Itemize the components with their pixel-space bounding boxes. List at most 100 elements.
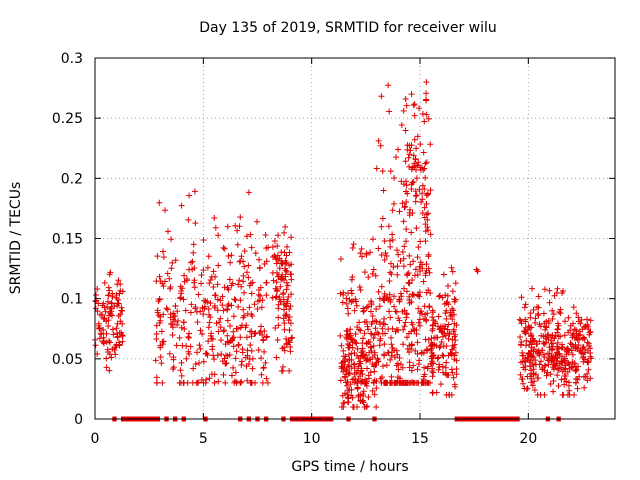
data-point xyxy=(344,382,351,389)
data-point xyxy=(419,196,426,203)
data-point xyxy=(243,233,250,240)
data-point xyxy=(417,310,424,317)
data-point xyxy=(375,288,382,295)
data-point xyxy=(252,330,259,337)
data-point xyxy=(421,118,428,125)
data-point xyxy=(573,334,580,341)
data-point xyxy=(208,371,215,378)
data-point xyxy=(348,287,355,294)
data-point xyxy=(398,178,405,185)
data-point xyxy=(423,267,430,274)
data-point xyxy=(523,386,530,393)
data-point xyxy=(402,203,409,210)
data-point xyxy=(555,367,562,374)
data-point xyxy=(415,319,422,326)
data-point xyxy=(410,325,417,332)
data-point xyxy=(576,328,583,335)
data-point xyxy=(108,354,115,361)
data-point xyxy=(187,259,194,266)
data-point xyxy=(174,322,181,329)
data-point xyxy=(101,304,108,311)
data-point xyxy=(395,251,402,258)
data-point xyxy=(243,322,250,329)
data-point xyxy=(282,302,289,309)
data-point xyxy=(381,315,388,322)
data-point xyxy=(214,296,221,303)
x-tick-label: 10 xyxy=(303,431,321,447)
data-point xyxy=(363,380,370,387)
data-point xyxy=(355,363,362,370)
data-point xyxy=(443,359,450,366)
data-point xyxy=(521,304,528,311)
data-point xyxy=(261,261,268,268)
data-point xyxy=(424,191,431,198)
data-point xyxy=(104,303,111,310)
data-point xyxy=(365,274,372,281)
data-point xyxy=(427,231,434,238)
data-point xyxy=(425,210,432,217)
data-point xyxy=(389,207,396,214)
data-point xyxy=(248,311,255,318)
data-point xyxy=(379,168,386,175)
data-point xyxy=(580,358,587,365)
data-point xyxy=(535,375,542,382)
data-point xyxy=(281,326,288,333)
data-point xyxy=(178,359,185,366)
data-point xyxy=(225,252,232,259)
data-point xyxy=(172,302,179,309)
data-point xyxy=(412,347,419,354)
data-point xyxy=(422,221,429,228)
data-point xyxy=(159,341,166,348)
data-point xyxy=(154,253,161,260)
data-point xyxy=(533,341,540,348)
data-point xyxy=(112,351,119,358)
data-point xyxy=(524,354,531,361)
data-point xyxy=(423,79,430,86)
data-point xyxy=(404,334,411,341)
data-point xyxy=(276,255,283,262)
data-point xyxy=(396,296,403,303)
data-point xyxy=(425,253,432,260)
data-point xyxy=(243,363,250,370)
data-point xyxy=(154,307,161,314)
data-point xyxy=(195,291,202,298)
data-point xyxy=(393,347,400,354)
data-point xyxy=(245,262,252,269)
data-point xyxy=(183,277,190,284)
data-point xyxy=(444,292,451,299)
data-point xyxy=(234,227,241,234)
data-point xyxy=(429,389,436,396)
data-point xyxy=(565,346,572,353)
data-point xyxy=(429,307,436,314)
data-point xyxy=(208,330,215,337)
data-point xyxy=(343,328,350,335)
data-point xyxy=(157,344,164,351)
data-point xyxy=(417,238,424,245)
data-point xyxy=(190,249,197,256)
data-point xyxy=(98,331,105,338)
data-point xyxy=(369,313,376,320)
data-point xyxy=(95,320,102,327)
data-point xyxy=(561,332,568,339)
data-point xyxy=(386,108,393,115)
data-point xyxy=(418,199,425,206)
data-point xyxy=(263,292,270,299)
data-point xyxy=(403,288,410,295)
data-point xyxy=(211,292,218,299)
data-point xyxy=(272,325,279,332)
data-point xyxy=(114,320,121,327)
data-point xyxy=(164,306,171,313)
data-point xyxy=(391,347,398,354)
data-point xyxy=(210,268,217,275)
data-point xyxy=(99,311,106,318)
data-point xyxy=(566,379,573,386)
data-point xyxy=(256,264,263,271)
data-point xyxy=(390,263,397,270)
data-point xyxy=(452,337,459,344)
data-point xyxy=(536,361,543,368)
data-point xyxy=(341,365,348,372)
data-point xyxy=(419,190,426,197)
data-point xyxy=(217,315,224,322)
data-point xyxy=(406,151,413,158)
data-point xyxy=(558,376,565,383)
